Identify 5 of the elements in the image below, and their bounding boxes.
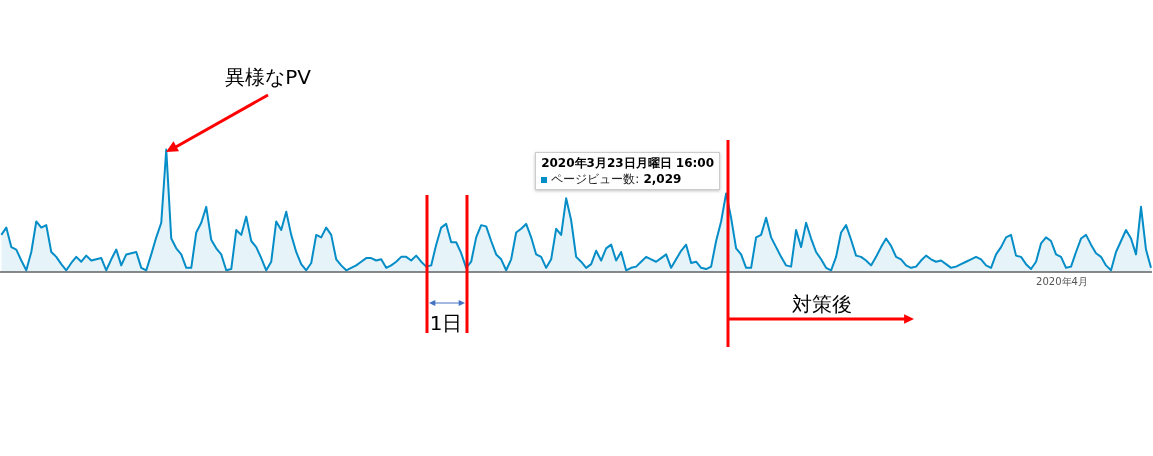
text: 対策後 [792,290,852,318]
text: 2020年4月 [1036,275,1088,289]
text: 1日 [429,309,463,337]
annotation: 2020年3月23日月曜日 16:00 ページビュー数: 2,029 [541,155,714,187]
text: 異様なPV [225,63,311,91]
